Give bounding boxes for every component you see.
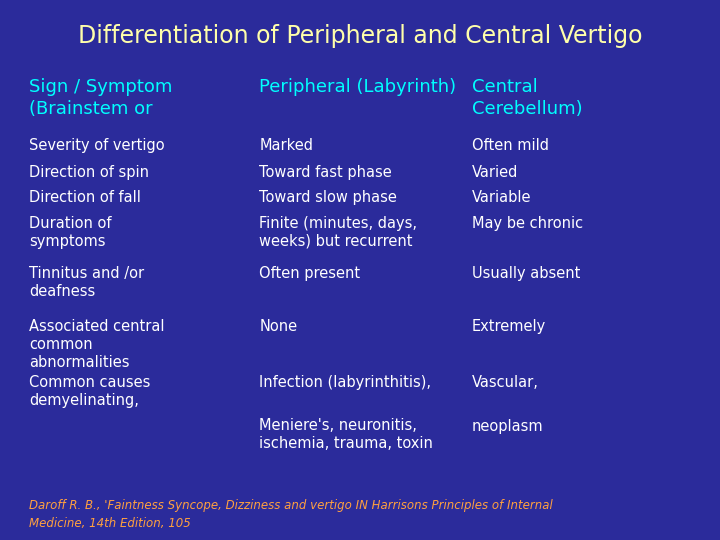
- Text: Varied: Varied: [472, 165, 518, 180]
- Text: May be chronic: May be chronic: [472, 216, 582, 231]
- Text: Associated central
common
abnormalities: Associated central common abnormalities: [29, 319, 164, 369]
- Text: Daroff R. B., 'Faintness Syncope, Dizziness and vertigo IN Harrisons Principles : Daroff R. B., 'Faintness Syncope, Dizzin…: [29, 500, 552, 530]
- Text: Often present: Often present: [259, 266, 360, 281]
- Text: neoplasm: neoplasm: [472, 418, 543, 434]
- Text: Vascular,: Vascular,: [472, 375, 539, 390]
- Text: Infection (labyrinthitis),: Infection (labyrinthitis),: [259, 375, 431, 390]
- Text: Central
Cerebellum): Central Cerebellum): [472, 78, 582, 118]
- Text: Marked: Marked: [259, 138, 313, 153]
- Text: Toward slow phase: Toward slow phase: [259, 190, 397, 205]
- Text: Severity of vertigo: Severity of vertigo: [29, 138, 164, 153]
- Text: Meniere's, neuronitis,
ischemia, trauma, toxin: Meniere's, neuronitis, ischemia, trauma,…: [259, 418, 433, 451]
- Text: Variable: Variable: [472, 190, 531, 205]
- Text: Often mild: Often mild: [472, 138, 549, 153]
- Text: Toward fast phase: Toward fast phase: [259, 165, 392, 180]
- Text: Extremely: Extremely: [472, 319, 546, 334]
- Text: Tinnitus and /or
deafness: Tinnitus and /or deafness: [29, 266, 144, 299]
- Text: Sign / Symptom
(Brainstem or: Sign / Symptom (Brainstem or: [29, 78, 172, 118]
- Text: Peripheral (Labyrinth): Peripheral (Labyrinth): [259, 78, 456, 96]
- Text: Finite (minutes, days,
weeks) but recurrent: Finite (minutes, days, weeks) but recurr…: [259, 216, 417, 249]
- Text: None: None: [259, 319, 297, 334]
- Text: Common causes
demyelinating,: Common causes demyelinating,: [29, 375, 150, 408]
- Text: Differentiation of Peripheral and Central Vertigo: Differentiation of Peripheral and Centra…: [78, 24, 642, 48]
- Text: Direction of fall: Direction of fall: [29, 190, 140, 205]
- Text: Direction of spin: Direction of spin: [29, 165, 149, 180]
- Text: Duration of
symptoms: Duration of symptoms: [29, 216, 112, 249]
- Text: Usually absent: Usually absent: [472, 266, 580, 281]
